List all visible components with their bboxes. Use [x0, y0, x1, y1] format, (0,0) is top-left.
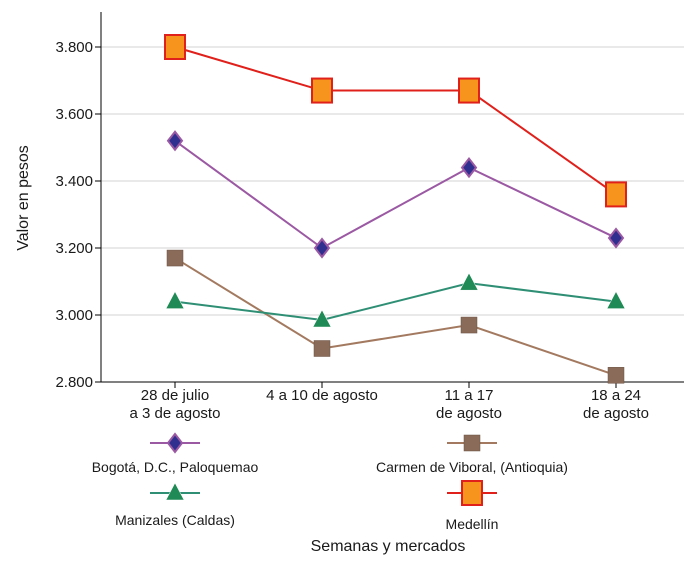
data-point: [164, 34, 186, 60]
x-tick-label: de agosto: [436, 405, 502, 422]
legend-marker: [165, 482, 185, 501]
x-tick-label: de agosto: [583, 405, 649, 422]
data-point: [313, 237, 331, 259]
data-point: [606, 291, 626, 309]
x-tick-label: 28 de julio: [141, 387, 209, 404]
data-point: [313, 340, 331, 357]
legend-marker: [463, 434, 481, 452]
gridlines: [101, 46, 684, 316]
series-4: [164, 34, 627, 208]
series-1: [166, 130, 625, 259]
legend-label: Carmen de Viboral, (Antioquia): [376, 459, 568, 475]
series-line: [174, 139, 617, 250]
data-point: [459, 272, 479, 291]
data-point: [460, 316, 478, 334]
legend-marker: [166, 432, 184, 454]
x-axis-title: Semanas y mercados: [311, 538, 466, 555]
data-point: [460, 156, 478, 179]
y-tick-label: 2.800: [55, 374, 93, 391]
data-point: [166, 130, 184, 152]
legend-label: Bogotá, D.C., Paloquemao: [92, 459, 259, 475]
data-point: [311, 77, 333, 104]
y-tick-label: 3.800: [55, 39, 93, 56]
data-point: [458, 77, 480, 104]
data-point: [605, 181, 627, 208]
legend-item: Bogotá, D.C., Paloquemao: [92, 432, 259, 475]
x-tick-label: a 3 de agosto: [130, 405, 221, 422]
legend-label: Manizales (Caldas): [115, 512, 235, 528]
series-2: [166, 249, 625, 384]
series-3: [165, 272, 626, 328]
x-tick-label: 11 a 17: [445, 387, 494, 404]
series-group: [164, 34, 627, 384]
y-tick-label: 3.000: [55, 307, 93, 324]
y-axis-title: Valor en pesos: [15, 145, 32, 251]
y-tick-label: 3.600: [55, 106, 93, 123]
y-tick-label: 3.200: [55, 240, 93, 257]
legend-item: Medellín: [446, 480, 499, 532]
x-tick-label: 18 a 24: [591, 387, 641, 404]
legend: Bogotá, D.C., Paloquemao Carmen de Vibora…: [92, 432, 568, 532]
legend-item: Carmen de Viboral, (Antioquia): [376, 434, 568, 475]
y-tick-labels: 2.800 3.000 3.200 3.400 3.600 3.800: [55, 39, 101, 391]
legend-marker: [461, 480, 483, 506]
data-point: [607, 367, 625, 384]
series-line: [174, 46, 617, 196]
data-point: [165, 291, 185, 309]
series-line: [174, 257, 617, 377]
x-tick-label: 4 a 10 de agosto: [266, 387, 378, 404]
series-line: [174, 282, 617, 322]
data-point: [166, 249, 184, 267]
data-point: [607, 227, 625, 249]
legend-item: Manizales (Caldas): [115, 482, 235, 528]
data-point: [312, 309, 332, 328]
legend-label: Medellín: [446, 516, 499, 532]
y-tick-label: 3.400: [55, 173, 93, 190]
